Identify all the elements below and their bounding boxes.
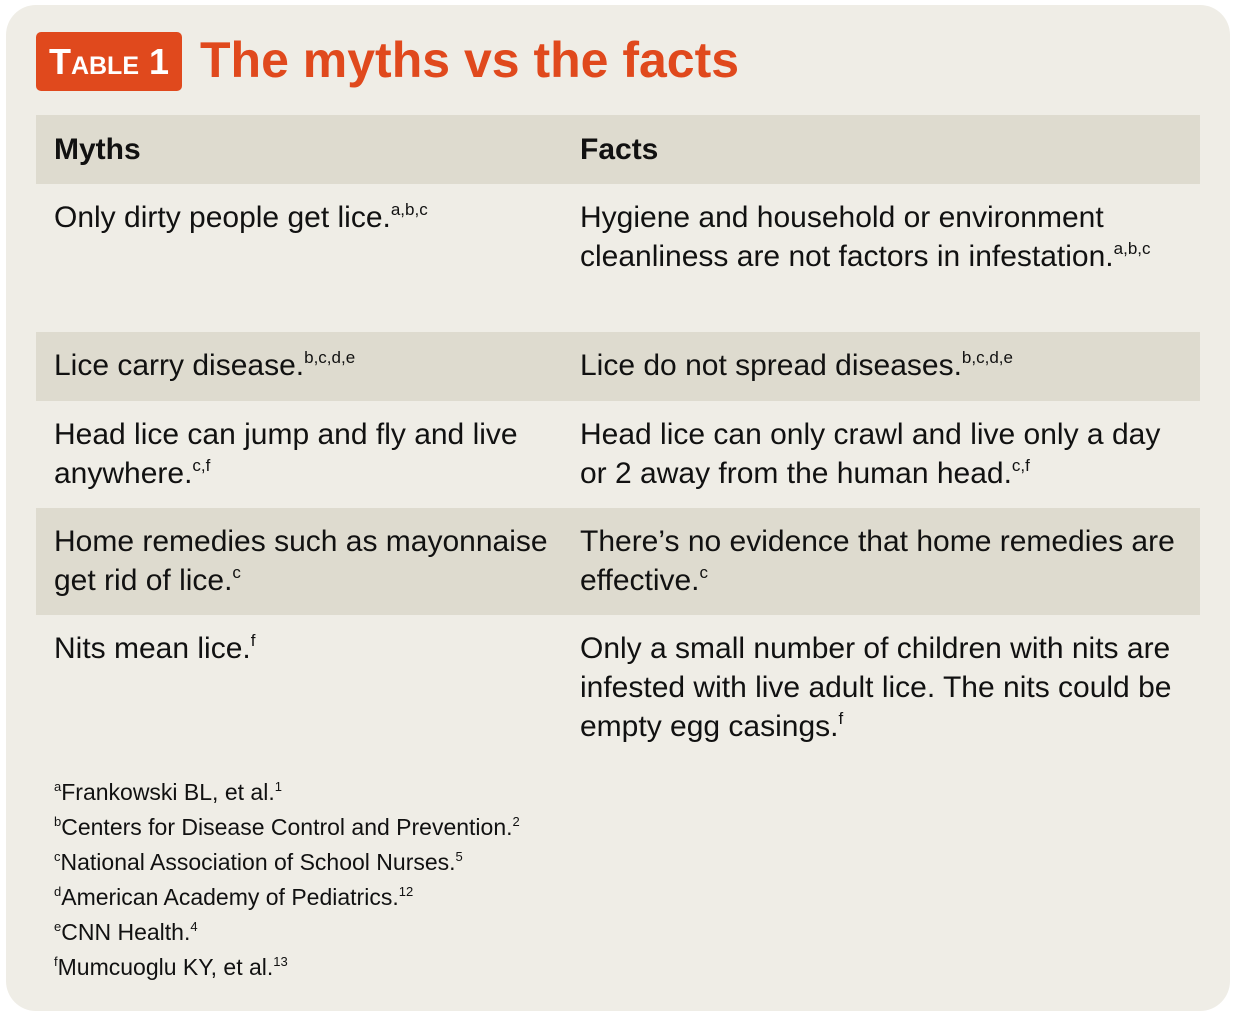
footnote-text: National Association of School Nurses. [60,849,456,875]
footnote-ref: 2 [512,814,520,829]
column-header: Facts [562,115,1200,184]
column-header: Myths [36,115,562,184]
cell-text: Lice do not spread diseases. [580,349,962,382]
table-row: Nits mean lice.f Only a small number of c… [36,615,1200,746]
table-title: The myths vs the facts [200,32,740,88]
footnote-text: American Academy of Pediatrics. [61,884,399,910]
cell-text: Home remedies such as mayonnaise get rid… [54,525,548,597]
cell-text: Head lice can only crawl and live only a… [580,418,1161,490]
footnote-mark: b [54,814,62,829]
table-row: Home remedies such as mayonnaise get rid… [36,508,1200,615]
table-cell: Only dirty people get lice.a,b,c [36,184,562,332]
citation: f [250,631,256,650]
citation: c [232,563,241,582]
footnote: fMumcuoglu KY, et al.13 [54,950,520,985]
footnote-ref: 1 [274,779,282,794]
footnote: cNational Association of School Nurses.5 [54,845,520,880]
table-label: Table 1 [36,32,182,91]
table-cell: Head lice can jump and fly and live anyw… [36,401,562,508]
footnote-text: Centers for Disease Control and Preventi… [61,814,513,840]
footnote-text: CNN Health. [61,919,191,945]
footnotes: aFrankowski BL, et al.1 bCenters for Dise… [54,775,520,985]
table-row: Only dirty people get lice.a,b,c Hygiene … [36,184,1200,332]
footnote-mark: e [54,919,62,934]
citation: b,c,d,e [961,348,1013,367]
citation: c,f [1011,456,1030,475]
cell-text: Head lice can jump and fly and live anyw… [54,418,518,490]
table-row: Head lice can jump and fly and live anyw… [36,401,1200,508]
table-row: Lice carry disease.b,c,d,e Lice do not sp… [36,332,1200,401]
footnote-ref: 13 [273,954,288,969]
citation: c [699,563,709,582]
footnote-ref: 5 [455,849,463,864]
citation: b,c,d,e [304,348,356,367]
table-cell: Lice do not spread diseases.b,c,d,e [562,332,1200,401]
footnote-mark: d [54,884,62,899]
citation: a,b,c [1113,239,1151,258]
footnote: dAmerican Academy of Pediatrics.12 [54,880,520,915]
footnote-text: Frankowski BL, et al. [61,779,275,805]
table-cell: Lice carry disease.b,c,d,e [36,332,562,401]
cell-text: Only a small number of children with nit… [580,632,1172,743]
table-cell: Nits mean lice.f [36,615,562,746]
table: Myths Facts Only dirty people get lice.a,b… [36,115,1200,746]
cell-text: Nits mean lice. [54,632,251,665]
citation: f [838,709,844,728]
footnote-mark: a [54,779,62,794]
footnote: eCNN Health.4 [54,915,520,950]
cell-text: Lice carry disease. [54,349,305,382]
footnote-text: Mumcuoglu KY, et al. [57,954,274,980]
footnote-mark: c [54,849,61,864]
table-cell: Only a small number of children with nit… [562,615,1200,746]
footnote-mark: f [54,954,58,969]
citation: c,f [192,456,211,475]
cell-text: There’s no evidence that home remedies a… [580,525,1175,597]
citation: a,b,c [390,200,428,219]
table-cell: Head lice can only crawl and live only a… [562,401,1200,508]
footnote-ref: 12 [398,884,414,899]
cell-text: Hygiene and household or environment cle… [580,201,1114,273]
table-cell: There’s no evidence that home remedies a… [562,508,1200,615]
panel: Table 1 The myths vs the facts Myths Fact… [6,5,1230,1011]
table-cell: Hygiene and household or environment cle… [562,184,1200,332]
header-row: Myths Facts [36,115,1200,184]
footnote: bCenters for Disease Control and Prevent… [54,810,520,845]
footnote-ref: 4 [190,919,198,934]
table-cell: Home remedies such as mayonnaise get rid… [36,508,562,615]
cell-text: Only dirty people get lice. [54,201,391,234]
footnote: aFrankowski BL, et al.1 [54,775,520,810]
